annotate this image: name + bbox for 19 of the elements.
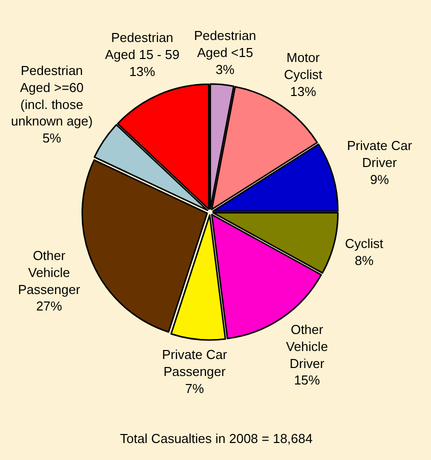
data-label: 13% [129, 64, 156, 79]
slice-label: Pedestrian Aged <15 [194, 28, 256, 60]
data-label: 15% [294, 372, 320, 388]
slice-label: Cyclist [345, 236, 384, 251]
slice-label: Motor Cyclist [284, 50, 323, 82]
slice-label: Other Vehicle Passenger [18, 248, 81, 297]
slice-label: Private Car Passenger [162, 347, 228, 379]
data-label: 3% [216, 62, 235, 77]
slice-label: Pedestrian Aged >=60 (incl. those unknown age) [11, 63, 93, 129]
slice-label: Private Car Driver [347, 138, 413, 170]
data-label: 13% [290, 84, 317, 99]
data-label: 27% [36, 298, 63, 314]
data-label: 7% [185, 380, 204, 396]
text: Total Casualties in 2008 = 18,684 [120, 431, 313, 446]
slice-label: Other Vehicle Driver [286, 322, 328, 371]
data-label: 9% [370, 172, 390, 187]
data-label: 5% [42, 130, 62, 146]
data-label: 8% [354, 252, 374, 268]
slice-label: Pedestrian Aged 15 - 59 [105, 30, 180, 62]
